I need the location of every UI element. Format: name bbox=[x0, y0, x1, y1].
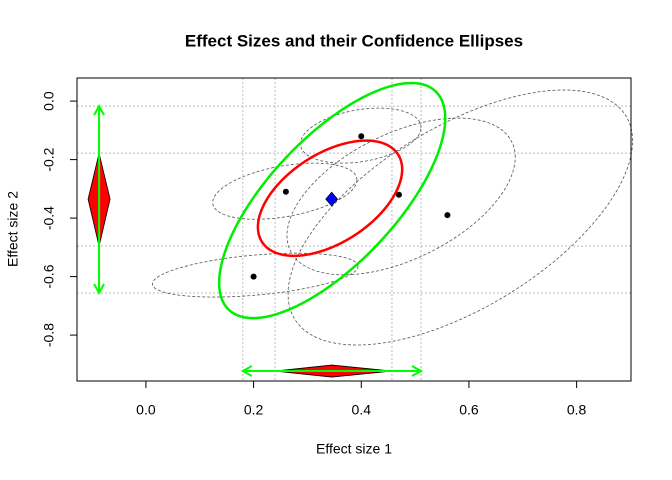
plot-frame bbox=[76, 77, 632, 382]
x-tick-label: 0.0 bbox=[136, 402, 156, 418]
point bbox=[358, 133, 365, 140]
point bbox=[250, 273, 257, 280]
point bbox=[282, 188, 289, 195]
y-tick-label: -0.6 bbox=[41, 264, 57, 288]
y-tick-label: -0.2 bbox=[41, 147, 57, 171]
x-tick-label: 0.2 bbox=[244, 402, 264, 418]
point bbox=[395, 191, 402, 198]
study-ellipse bbox=[151, 252, 359, 298]
y-tick-label: 0.0 bbox=[41, 91, 57, 111]
y-tick-label: -0.8 bbox=[41, 323, 57, 347]
margin-arrow bbox=[93, 104, 105, 296]
y-tick-label: -0.4 bbox=[41, 206, 57, 230]
study-ellipse bbox=[286, 117, 516, 276]
y-axis-label: Effect size 2 bbox=[5, 191, 21, 267]
chart-title: Effect Sizes and their Confidence Ellips… bbox=[185, 31, 523, 50]
summary-ellipse bbox=[217, 81, 447, 320]
study-ellipse bbox=[287, 89, 634, 346]
x-tick-label: 0.8 bbox=[567, 402, 587, 418]
summary-point bbox=[325, 191, 339, 207]
study-ellipse bbox=[212, 162, 358, 220]
x-axis-label: Effect size 1 bbox=[316, 441, 392, 457]
x-tick-label: 0.6 bbox=[459, 402, 479, 418]
x-tick-label: 0.4 bbox=[352, 402, 372, 418]
margin-arrow bbox=[240, 365, 424, 377]
summary-ellipse bbox=[256, 139, 404, 258]
point bbox=[444, 212, 451, 219]
